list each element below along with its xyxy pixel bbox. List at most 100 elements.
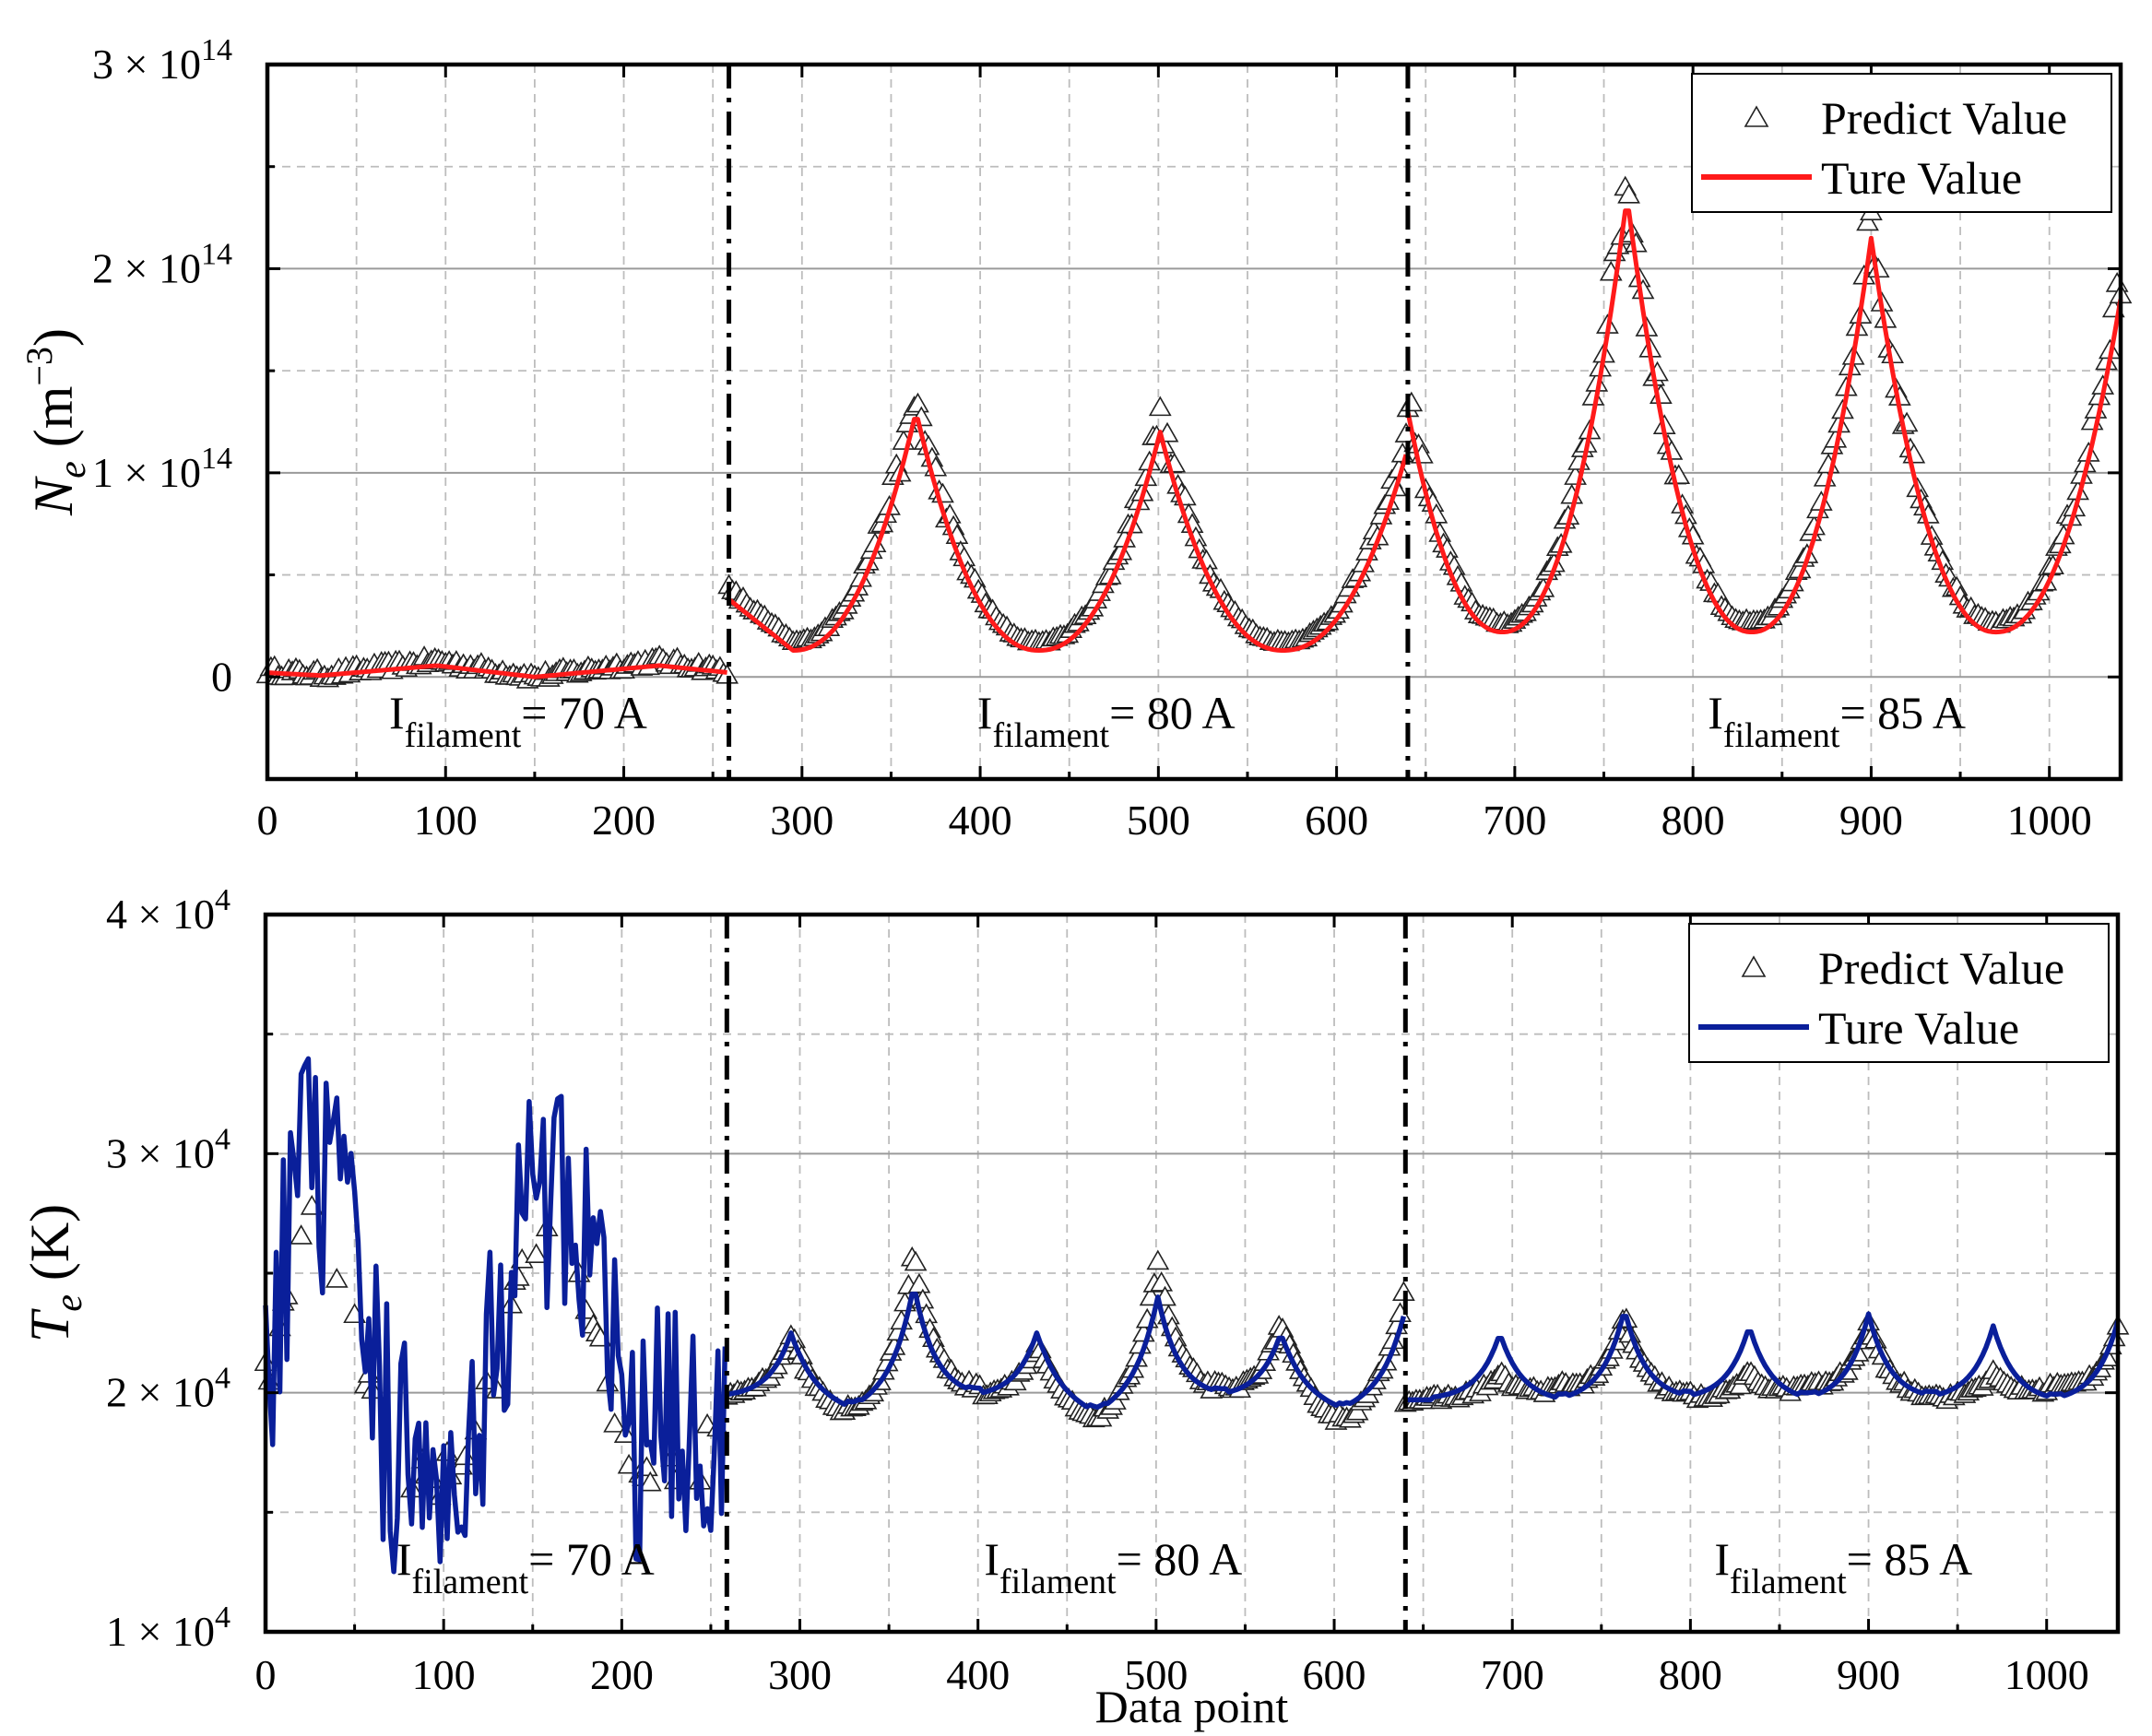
region-label-main: I (396, 1533, 412, 1585)
legend-predict-label: Predict Value (1818, 942, 2064, 994)
region-label-rest: = 80 A (1109, 687, 1236, 738)
y-label-sub: e (48, 1294, 90, 1312)
y-label-unit: (K) (19, 1204, 80, 1294)
y-axis-label: Te (K) (19, 1204, 90, 1342)
legend-predict-label: Predict Value (1821, 92, 2067, 144)
region-label: Ifilament= 70 A (389, 687, 647, 755)
x-tick-label: 500 (1124, 1651, 1188, 1698)
region-label-rest: = 70 A (521, 687, 647, 738)
predict-point (1148, 396, 1172, 417)
series-true-line (266, 208, 2123, 679)
predict-point (2105, 272, 2129, 292)
y-tick-label: 2 × 104 (106, 1362, 231, 1416)
y-tick-base: 1 × 10 (106, 1608, 215, 1655)
x-tick-label: 200 (590, 1651, 654, 1698)
x-axis: 0 100 200 300 400 500 600 700 800 900 1000 (257, 65, 2092, 844)
y-tick-base: 1 × 10 (92, 449, 201, 496)
predict-point (290, 1224, 313, 1245)
x-tick-label: 300 (770, 797, 834, 844)
x-tick-label: 0 (255, 1651, 277, 1698)
x-tick-label: 400 (946, 1651, 1010, 1698)
y-label-unit: (m (23, 386, 84, 462)
legend-true-label: Ture Value (1821, 152, 2022, 204)
y-tick-base: 2 × 10 (92, 244, 201, 291)
y-tick-exp: 4 (215, 1362, 231, 1396)
y-label-sub: e (52, 461, 94, 478)
y-label-unit-exp: −3 (18, 347, 60, 386)
region-label: Ifilament= 80 A (984, 1533, 1242, 1601)
x-tick-label: 1000 (2004, 1651, 2089, 1698)
x-tick-label: 800 (1661, 797, 1725, 844)
y-label-unit-close: ) (23, 328, 84, 347)
region-label: Ifilament= 70 A (396, 1533, 655, 1601)
y-tick-base: 4 × 10 (106, 891, 215, 938)
x-tick-label: 300 (768, 1651, 832, 1698)
y-tick-base: 2 × 10 (106, 1369, 215, 1416)
region-label-sub: filament (405, 716, 522, 755)
region-label-sub: filament (992, 716, 1109, 755)
predict-point (325, 1268, 349, 1288)
x-tick-label: 1000 (2007, 797, 2092, 844)
y-tick-label: 1 × 104 (106, 1600, 231, 1655)
region-label: Ifilament= 80 A (977, 687, 1236, 755)
series-predict-markers (254, 1195, 2130, 1506)
region-label-main: I (1708, 687, 1723, 738)
legend-box (1688, 923, 2110, 1063)
y-tick-label: 2 × 1014 (92, 237, 232, 291)
predict-point (1400, 391, 1424, 412)
x-tick-label: 600 (1303, 1651, 1366, 1698)
y-tick-exp: 14 (201, 237, 232, 271)
y-tick-exp: 4 (215, 1122, 231, 1156)
x-tick-label: 100 (412, 1651, 476, 1698)
region-label-main: I (389, 687, 405, 738)
x-tick-label: 100 (414, 797, 478, 844)
predict-point (525, 1243, 549, 1263)
x-tick-label: 500 (1127, 797, 1190, 844)
legend-predict-marker (1744, 105, 1769, 127)
series-true-line (263, 1056, 2121, 1575)
region-label-main: I (984, 1533, 999, 1585)
series-predict-markers (255, 175, 2133, 689)
predict-point (638, 1470, 662, 1492)
y-axis-label: Ne (m−3) (18, 328, 94, 516)
grid (267, 65, 2121, 779)
predict-point (1146, 1249, 1170, 1270)
y-axis: 0 1 × 1014 2 × 1014 3 × 10 14 (92, 33, 2121, 700)
region-label-sub: filament (999, 1563, 1117, 1601)
predict-point (1617, 183, 1640, 204)
x-tick-label: 400 (949, 797, 1012, 844)
y-tick-base: 3 × 10 (92, 41, 201, 88)
x-tick-label: 900 (1839, 797, 1903, 844)
legend-true-label: Ture Value (1818, 1002, 2019, 1054)
x-axis: 0 100 200 300 400 500 600 700 800 900 1000 (255, 915, 2089, 1698)
region-label-rest: = 80 A (1117, 1533, 1243, 1585)
legend-predict-marker (1741, 955, 1767, 977)
region-label-sub: filament (1730, 1563, 1847, 1601)
y-tick-label: 3 × 104 (106, 1122, 231, 1176)
region-label-rest: = 70 A (528, 1533, 655, 1585)
legend: Predict Value Ture Value (1688, 923, 2110, 1063)
y-tick-label: 0 (211, 653, 232, 700)
predict-point (1856, 210, 1879, 231)
y-tick-base: 3 × 10 (106, 1129, 215, 1176)
predict-point (603, 1412, 626, 1433)
y-tick-base: 0 (211, 653, 232, 700)
x-tick-label: 900 (1837, 1651, 1900, 1698)
x-tick-label: 0 (257, 797, 278, 844)
predict-point (904, 1250, 928, 1271)
region-label-main: I (977, 687, 993, 738)
region-label-sub: filament (412, 1563, 529, 1601)
y-label-symbol: T (19, 1308, 80, 1342)
x-tick-label: 600 (1305, 797, 1368, 844)
y-tick-exp: 4 (215, 1600, 231, 1635)
legend-box (1691, 73, 2112, 213)
y-tick-label: 1 × 1014 (92, 442, 232, 496)
x-tick-label: 800 (1659, 1651, 1722, 1698)
region-label-sub: filament (1723, 716, 1840, 755)
x-axis-label: Data point (1095, 1681, 1289, 1732)
y-tick-exp: 4 (215, 883, 231, 917)
region-label-rest: = 85 A (1839, 687, 1966, 738)
